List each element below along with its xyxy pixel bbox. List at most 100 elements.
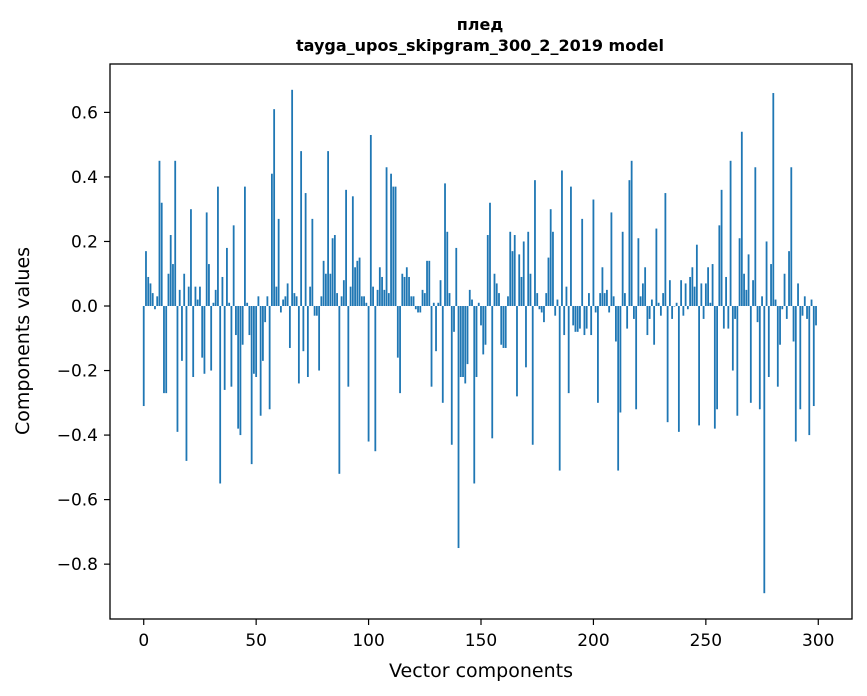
- bar: [677, 306, 680, 432]
- bar: [360, 296, 363, 307]
- bar: [453, 306, 455, 332]
- bar: [351, 196, 354, 307]
- bar: [178, 289, 181, 306]
- bar: [342, 280, 345, 306]
- bar: [291, 89, 294, 306]
- bar: [147, 276, 150, 307]
- bar: [322, 260, 325, 306]
- bar: [592, 199, 595, 306]
- x-tick-label: 100: [352, 631, 384, 651]
- x-tick-label: 200: [577, 631, 609, 651]
- bar: [695, 244, 698, 307]
- bar: [790, 167, 793, 307]
- bar: [239, 306, 242, 436]
- bar: [747, 254, 750, 307]
- bar: [262, 306, 264, 361]
- bar: [801, 306, 804, 316]
- bar: [374, 306, 377, 452]
- y-axis-ticks: 0.6 0.4 0.2 0.0 −0.2 −0.4 −0.6 −0.8: [57, 103, 110, 575]
- bar: [810, 299, 813, 306]
- bar: [624, 293, 626, 307]
- bar: [295, 296, 298, 307]
- bar: [167, 273, 170, 307]
- bar: [259, 306, 262, 416]
- bar: [788, 251, 790, 306]
- bar: [525, 306, 527, 368]
- bar: [657, 302, 660, 307]
- bar: [516, 306, 518, 397]
- bar: [585, 306, 588, 329]
- bar: [275, 286, 278, 307]
- bar: [165, 306, 168, 394]
- x-tick-label: 250: [690, 631, 722, 651]
- bar: [734, 306, 736, 319]
- bar: [498, 293, 500, 307]
- bar: [255, 306, 258, 377]
- bar: [633, 306, 635, 319]
- y-tick-label: 0.0: [71, 297, 98, 317]
- bar: [619, 306, 622, 413]
- bar: [628, 180, 631, 306]
- bar: [536, 293, 539, 307]
- bar: [812, 306, 815, 407]
- bar: [399, 306, 401, 394]
- bar: [797, 283, 799, 307]
- bar: [158, 160, 161, 306]
- bar: [241, 306, 244, 345]
- bar: [232, 225, 235, 307]
- bar: [464, 306, 467, 384]
- bar: [644, 267, 647, 306]
- bar: [421, 289, 424, 306]
- bar: [754, 167, 757, 307]
- bar: [588, 293, 590, 307]
- bar: [354, 267, 356, 306]
- bar: [199, 286, 201, 307]
- bar: [358, 257, 361, 306]
- bar: [648, 306, 651, 319]
- bar: [457, 306, 460, 549]
- bar: [477, 302, 480, 307]
- bar: [554, 306, 557, 316]
- bar: [484, 306, 487, 345]
- bar: [253, 306, 255, 374]
- bar: [693, 286, 696, 307]
- bar: [538, 306, 541, 310]
- bar: [740, 131, 743, 306]
- bar: [293, 293, 296, 307]
- bar: [230, 306, 233, 387]
- bar: [729, 160, 732, 306]
- bar: [405, 267, 408, 306]
- bar: [459, 306, 462, 377]
- bar: [567, 306, 570, 394]
- bar: [641, 283, 644, 307]
- bar: [309, 286, 312, 307]
- bar: [489, 202, 491, 307]
- bar: [650, 299, 653, 306]
- bar: [513, 235, 516, 307]
- bar: [277, 218, 280, 306]
- bar: [529, 273, 532, 307]
- bar: [583, 306, 586, 336]
- bar: [725, 276, 727, 307]
- bar: [794, 306, 797, 442]
- bar: [709, 302, 712, 307]
- bar: [408, 276, 410, 307]
- bar: [552, 231, 554, 307]
- bar: [621, 231, 624, 307]
- x-tick-label: 300: [802, 631, 834, 651]
- bar: [659, 306, 662, 316]
- x-tick-label: 0: [138, 631, 149, 651]
- bar: [639, 296, 642, 307]
- bar: [378, 267, 381, 306]
- bar: [345, 189, 347, 306]
- bar: [174, 160, 177, 306]
- bar: [722, 306, 725, 329]
- bar: [306, 306, 309, 377]
- chart-subtitle: tayga_upos_skipgram_300_2_2019 model: [296, 36, 664, 55]
- x-axis-label: Vector components: [389, 660, 573, 682]
- bar: [466, 306, 469, 365]
- bar: [500, 306, 503, 345]
- bar: [763, 306, 766, 594]
- bar: [563, 306, 566, 336]
- bar: [668, 280, 671, 306]
